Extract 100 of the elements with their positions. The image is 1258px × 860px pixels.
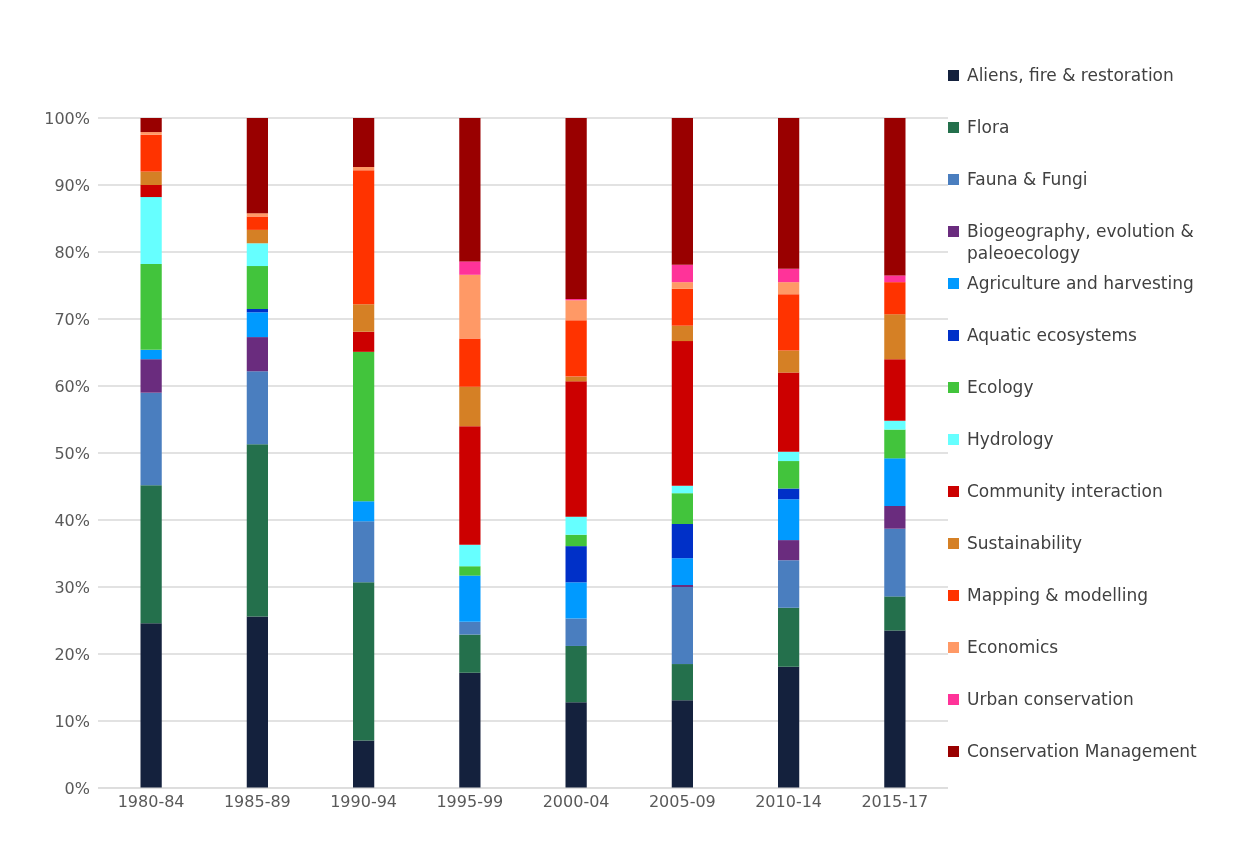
y-tick-label: 100% [44, 108, 90, 128]
bar [140, 485, 162, 624]
bar [353, 501, 375, 522]
bar [565, 645, 587, 703]
bar [565, 300, 587, 321]
bar [140, 118, 162, 133]
bar [246, 118, 268, 214]
bar [884, 420, 906, 430]
bar [459, 544, 481, 567]
x-tick-label: 2005-09 [648, 792, 716, 812]
bar [140, 264, 162, 350]
x-tick-label: 1990-94 [330, 792, 398, 812]
bar [884, 314, 906, 360]
legend-label: Community interaction [967, 480, 1163, 502]
legend-label: Biogeography, evolution & paleoecology [967, 220, 1195, 264]
bar [884, 118, 906, 276]
bar [778, 451, 800, 462]
bar [884, 458, 906, 506]
x-tick-label: 2010-14 [755, 792, 823, 812]
y-tick-label: 70% [54, 309, 90, 329]
bar [459, 426, 481, 545]
bar [778, 461, 800, 489]
legend-label: Aquatic ecosystems [967, 324, 1137, 346]
bar [778, 560, 800, 608]
y-tick-label: 60% [54, 376, 90, 396]
bar [778, 372, 800, 452]
legend-label: Ecology [967, 376, 1034, 398]
y-tick-label: 30% [54, 577, 90, 597]
bar [459, 566, 481, 576]
legend-label: Flora [967, 116, 1010, 138]
bar [565, 516, 587, 535]
bar [459, 575, 481, 622]
bar [671, 700, 693, 788]
bar [778, 282, 800, 295]
bar [353, 521, 375, 583]
bar [778, 268, 800, 283]
x-tick-label: 1980-84 [117, 792, 185, 812]
y-tick-label: 90% [54, 175, 90, 195]
bar [671, 584, 693, 587]
bar [671, 118, 693, 265]
legend-label: Economics [967, 636, 1059, 658]
bar [671, 587, 693, 665]
bar [353, 582, 375, 741]
bar [565, 381, 587, 517]
bar [778, 540, 800, 561]
bar [778, 488, 800, 500]
bar [778, 666, 800, 788]
bar [353, 118, 375, 167]
bar [884, 282, 906, 315]
bar [671, 524, 693, 559]
bar [459, 338, 481, 387]
bar [671, 325, 693, 342]
bar [459, 621, 481, 635]
bar [671, 288, 693, 326]
bar [459, 261, 481, 275]
bar [778, 607, 800, 667]
legend-label: Urban conservation [967, 688, 1134, 710]
bar [140, 134, 162, 172]
bar [459, 386, 481, 427]
bar [884, 596, 906, 631]
bar [671, 341, 693, 486]
bar [353, 351, 375, 502]
bar [778, 294, 800, 351]
bar [140, 171, 162, 185]
bar [671, 264, 693, 283]
bar [671, 493, 693, 525]
bar [884, 429, 906, 459]
bar [884, 505, 906, 529]
bar [671, 282, 693, 289]
x-tick-label: 1985-89 [223, 792, 291, 812]
bar [140, 392, 162, 486]
bar [246, 444, 268, 617]
bar [246, 243, 268, 267]
bar [140, 359, 162, 393]
bar [671, 558, 693, 585]
bar [246, 266, 268, 309]
bar [671, 485, 693, 494]
y-tick-label: 0% [64, 778, 90, 798]
bar [778, 350, 800, 373]
bar [565, 546, 587, 583]
bar [459, 118, 481, 262]
legend-label: Fauna & Fungi [967, 168, 1088, 190]
legend-label: Mapping & modelling [967, 584, 1148, 606]
x-tick-label: 2015-17 [861, 792, 929, 812]
legend-label: Sustainability [967, 532, 1083, 554]
y-tick-label: 80% [54, 242, 90, 262]
legend-label: Agriculture and harvesting [967, 272, 1194, 294]
bar [246, 337, 268, 372]
y-tick-label: 40% [54, 510, 90, 530]
bar [565, 118, 587, 299]
bar [565, 702, 587, 788]
bar [778, 499, 800, 541]
bar [671, 664, 693, 701]
bar [884, 630, 906, 788]
bar [246, 312, 268, 338]
bar [459, 274, 481, 339]
bar [246, 371, 268, 445]
bar [140, 132, 162, 135]
y-tick-label: 20% [54, 644, 90, 664]
bar [353, 304, 375, 332]
